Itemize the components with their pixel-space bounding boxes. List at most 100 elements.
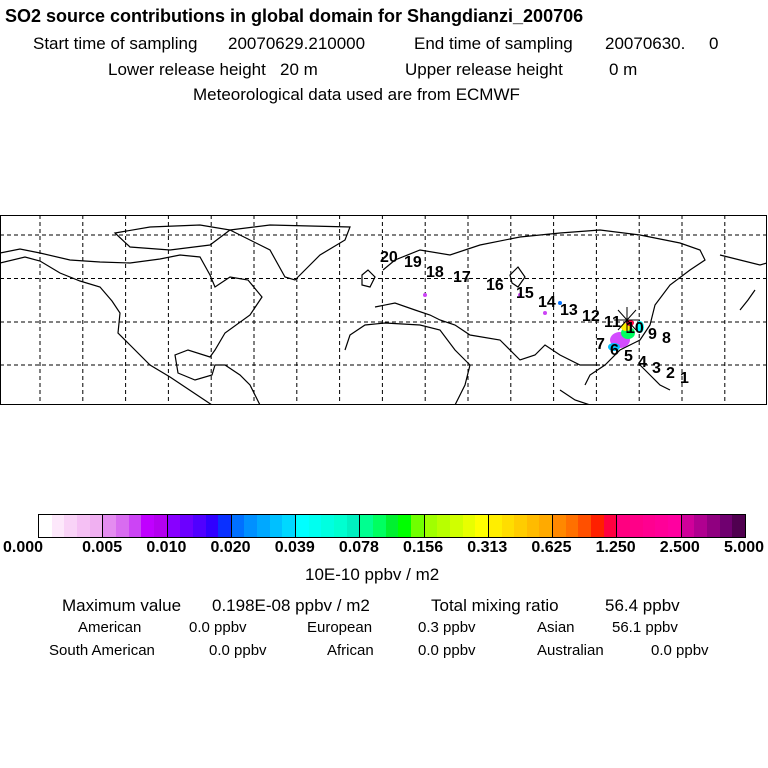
colorbar-segment [296,515,361,537]
colorbar-swatch [591,515,604,537]
colorbar-swatch [64,515,77,537]
colorbar-segment [424,515,489,537]
colorbar-segment [167,515,232,537]
region-name: African [327,642,374,659]
colorbar-segment [681,515,745,537]
trajectory-label: 20 [380,249,398,266]
colorbar-swatch [642,515,656,537]
trajectory-label: 1 [680,370,689,387]
colorbar-swatch [180,515,193,537]
colorbar-tick-label: 0.078 [338,539,379,556]
region-name: European [307,619,373,636]
trajectory-label: 6 [610,342,619,359]
colorbar-swatch [694,515,707,537]
colorbar-swatch [719,515,733,537]
max-value: 0.198E-08 ppbv / m2 [212,596,370,615]
colorbar-tick-label: 0.039 [274,539,315,556]
trajectory-label: 7 [596,336,605,353]
colorbar-swatch [308,515,322,537]
colorbar-tick-label: 5.000 [723,539,765,556]
end-label: End time of sampling [414,34,573,53]
colorbar-swatch [539,515,553,537]
colorbar-swatch [115,515,129,537]
trajectory-label: 18 [426,264,444,281]
trajectory-label: 9 [648,326,657,343]
colorbar-segment [103,515,168,537]
colorbar-swatch [128,515,142,537]
colorbar-segment [553,515,618,537]
colorbar-swatch [372,515,386,537]
colorbar-swatch [192,515,206,537]
colorbar-swatch [282,515,296,537]
colorbar-swatch [346,515,360,537]
lower-height-label: Lower release height [108,60,266,79]
upper-height-label: Upper release height [405,60,563,79]
colorbar-swatch [578,515,592,537]
region-name: American [78,619,142,636]
region-name: South American [49,642,155,659]
end-value: 20070630. 0 [605,34,719,53]
colorbar-swatch [205,515,219,537]
colorbar-swatch [39,515,52,537]
colorbar-swatch [257,515,270,537]
colorbar-swatch [617,515,631,537]
colorbar-swatch [603,515,617,537]
trajectory-label: 13 [560,302,578,319]
concentration-blobs [423,293,644,351]
trajectory-label: 15 [516,285,534,302]
colorbar-swatch [553,515,566,537]
trajectory-label: 16 [486,277,504,294]
colorbar-tick-label: 0.020 [210,539,251,556]
colorbar-segment [488,515,554,537]
colorbar-swatch [514,515,527,537]
max-value-label: Maximum value [62,596,182,615]
trajectory-label: 14 [538,294,556,311]
colorbar-segment [360,515,425,537]
colorbar-swatch [630,515,643,537]
lower-height-value: 20 m [280,60,318,79]
trajectory-label: 8 [662,330,671,347]
region-value: 0.0 ppbv [209,642,267,659]
receptor-marker [614,307,640,333]
colorbar-swatch [424,515,438,537]
region-value: 0.3 ppbv [418,619,476,636]
colorbar-swatch [51,515,65,537]
colorbar-swatch [76,515,90,537]
colorbar-tick-label: 0.156 [403,539,444,556]
colorbar-tick-label: 0.000 [2,539,44,556]
region-name: Asian [537,619,575,636]
colorbar-tick-label: 0.625 [531,539,572,556]
region-value: 0.0 ppbv [651,642,709,659]
colorbar-swatch [141,515,154,537]
trajectory-label: 10 [626,320,644,337]
start-value: 20070629.210000 [228,34,366,53]
trajectory-label: 3 [652,360,661,377]
trajectory-label: 4 [638,354,647,371]
colorbar-tick-label: 0.005 [82,539,123,556]
colorbar-swatch [501,515,515,537]
colorbar-tick-label: 2.500 [659,539,700,556]
colorbar-swatch [385,515,399,537]
region-name: Australian [537,642,604,659]
total-mixing-value: 56.4 ppbv [605,596,680,615]
trajectory-label: 2 [666,365,675,382]
colorbar-swatch [449,515,463,537]
colorbar-swatch [334,515,347,537]
colorbar-swatch [269,515,283,537]
colorbar-swatch [488,515,502,537]
colorbar-swatch [565,515,579,537]
colorbar-swatch [218,515,231,537]
colorbar-swatch [244,515,258,537]
colorbar [38,514,746,538]
colorbar-swatch [360,515,373,537]
colorbar-segment [39,515,104,537]
colorbar-swatch [296,515,309,537]
region-value: 0.0 ppbv [189,619,247,636]
colorbar-swatch [462,515,476,537]
colorbar-unit: 10E-10 ppbv / m2 [305,565,440,584]
colorbar-swatch [437,515,450,537]
trajectory-label: 17 [453,269,471,286]
met-data-note: Meteorological data used are from ECMWF [193,85,520,104]
